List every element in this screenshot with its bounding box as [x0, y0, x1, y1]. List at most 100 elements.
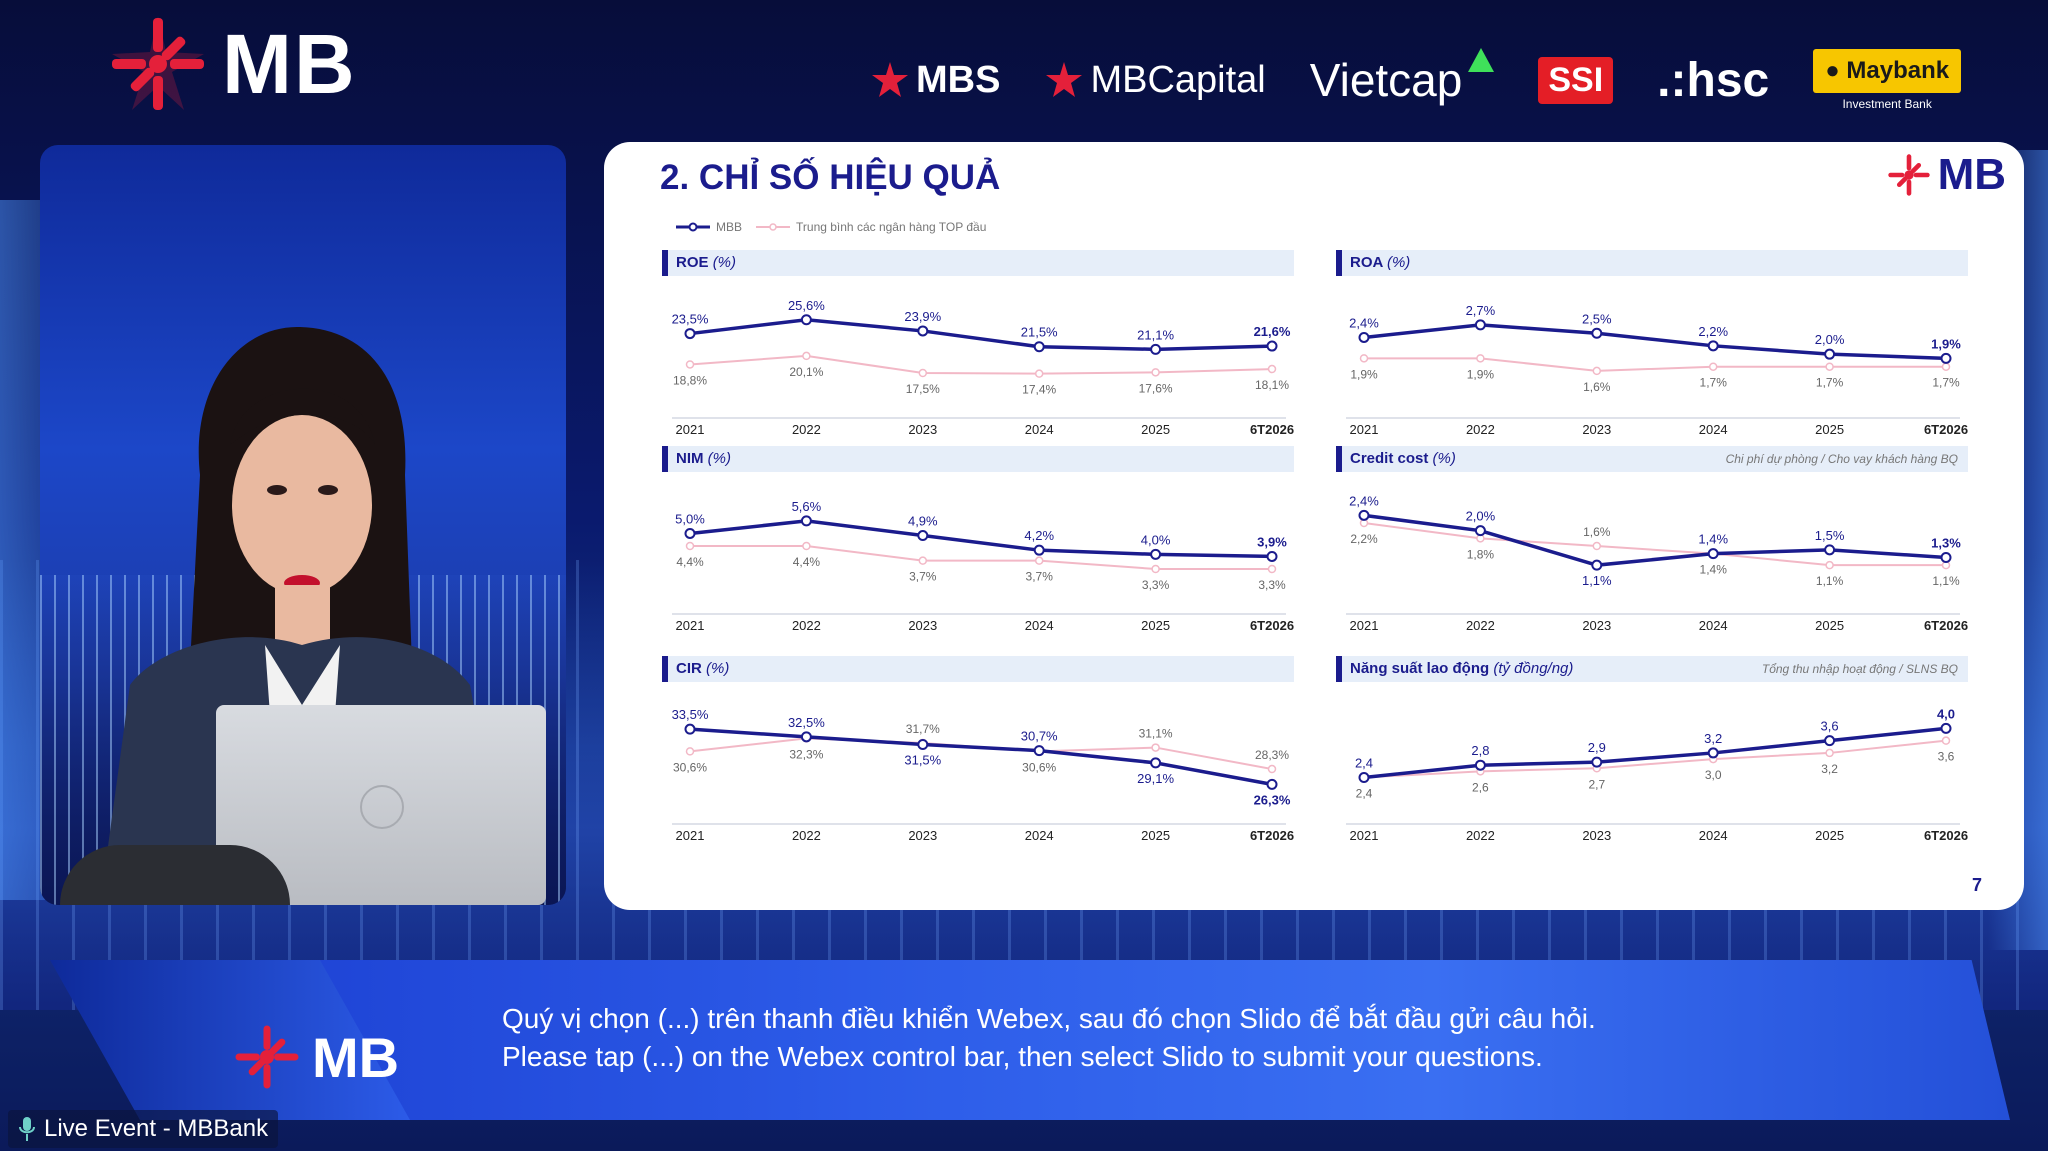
data-label-avg: 1,1% [1816, 574, 1844, 588]
data-label-mbb: 2,0% [1466, 509, 1496, 524]
banner-mb-logo: MB [232, 1022, 399, 1092]
x-tick-label: 2024 [1699, 422, 1728, 437]
data-label-avg: 20,1% [789, 365, 823, 379]
data-point-mbb [1150, 343, 1162, 355]
chart-panel-cir: CIR (%) 2021 2022 2023 2024 2025 6T2026 33,5% 3… [662, 656, 1294, 846]
data-label-avg: 3,7% [909, 570, 937, 584]
chart-header: Năng suất lao động (tỷ đồng/ng) Tổng thu… [1336, 656, 1968, 682]
data-label-mbb: 31,5% [904, 753, 941, 768]
partner-maybank-label: Maybank [1846, 57, 1950, 84]
data-point-avg [685, 747, 695, 756]
series-line-mbb [689, 519, 1273, 559]
data-label-mbb: 1,3% [1931, 536, 1961, 551]
chart-title: ROE (%) [676, 254, 737, 271]
data-point-mbb [1150, 548, 1162, 560]
data-point-mbb [800, 314, 812, 326]
x-tick-label: 6T2026 [1924, 422, 1968, 437]
x-tick-label: 6T2026 [1250, 422, 1294, 437]
mbcapital-star-icon [1046, 62, 1083, 97]
data-point-mbb [1707, 340, 1719, 352]
legend-item-mbb: MBB [676, 220, 742, 234]
x-tick-label: 2023 [1582, 618, 1611, 633]
data-label-avg: 3,6 [1938, 750, 1955, 764]
data-label-mbb: 2,7% [1466, 303, 1496, 318]
data-point-avg [1151, 564, 1160, 574]
partner-ssi-label: SSI [1548, 60, 1604, 99]
data-point-avg [1825, 748, 1834, 758]
data-point-mbb [1707, 747, 1719, 759]
data-label-mbb: 3,6 [1821, 719, 1839, 734]
x-tick-label: 2025 [1141, 828, 1170, 843]
data-point-avg [1476, 354, 1485, 363]
data-label-avg: 28,3% [1255, 748, 1289, 762]
partner-mbs: MBS [870, 59, 1000, 102]
data-label-avg: 1,9% [1467, 367, 1495, 381]
x-tick-label: 2025 [1141, 422, 1170, 437]
top-bar: MB MBS MBCapital Vietcap SSI .:hsc ● May… [0, 0, 2048, 140]
data-label-mbb: 2,8 [1471, 743, 1489, 758]
data-label-avg: 2,6 [1472, 780, 1489, 794]
x-tick-label: 6T2026 [1924, 828, 1968, 843]
data-label-avg: 2,7 [1588, 777, 1605, 791]
chart-title: Năng suất lao động (tỷ đồng/ng) [1350, 660, 1574, 677]
data-point-mbb [1474, 525, 1486, 537]
data-point-mbb [1358, 331, 1370, 343]
data-point-avg [1825, 560, 1834, 570]
live-event-indicator[interactable]: Live Event - MBBank [8, 1110, 279, 1148]
x-tick-label: 2023 [908, 618, 937, 633]
banner-instructions: Quý vị chọn (...) trên thanh điều khiển … [502, 1000, 1596, 1076]
chart-panel-roa: ROA (%) 2021 2022 2023 2024 2025 6T2026 2,4% 1,… [1336, 250, 1968, 440]
series-line-avg [690, 545, 1272, 570]
microphone-icon [19, 1117, 35, 1141]
data-point-mbb [1033, 745, 1045, 757]
data-point-mbb [684, 723, 696, 735]
data-label-mbb: 21,5% [1021, 325, 1058, 340]
x-tick-label: 2025 [1141, 618, 1170, 633]
x-tick-label: 2025 [1815, 828, 1844, 843]
x-tick-label: 2021 [676, 828, 705, 843]
data-point-avg [1592, 541, 1602, 551]
mbs-star-icon [872, 62, 908, 97]
data-label-avg: 1,4% [1700, 563, 1728, 577]
live-event-label: Live Event - MBBank [44, 1115, 269, 1142]
x-tick-label: 2023 [1582, 828, 1611, 843]
credit-cost-chart: 2021 2022 2023 2024 2025 6T2026 2,4% 2,2% 2,0% 1,… [1346, 493, 1968, 633]
mb-star-icon-small [1887, 154, 1930, 196]
data-label-mbb: 4,9% [908, 514, 938, 529]
data-label-mbb: 2,4 [1355, 755, 1373, 770]
data-point-mbb [1940, 352, 1952, 364]
data-point-mbb [1591, 559, 1603, 571]
data-label-avg: 17,4% [1022, 383, 1056, 397]
cir-chart: 2021 2022 2023 2024 2025 6T2026 33,5% 30,6% 32,5… [672, 707, 1294, 843]
chart-panel-nim: NIM (%) 2021 2022 2023 2024 2025 6T2026 5,0% 4,… [662, 446, 1294, 636]
data-label-avg: 18,1% [1255, 378, 1289, 392]
data-label-avg: 3,7% [1026, 570, 1054, 584]
data-point-avg [1267, 564, 1277, 574]
chart-panel-credit-cost: Credit cost (%) Chi phí dự phòng / Cho v… [1336, 446, 1968, 636]
data-label-avg: 3,0 [1705, 768, 1722, 782]
x-tick-label: 2025 [1815, 422, 1844, 437]
data-point-mbb [1474, 759, 1486, 771]
data-point-mbb [800, 515, 812, 527]
data-point-avg [802, 541, 811, 551]
partner-vietcap-label: Vietcap [1309, 54, 1463, 106]
data-point-mbb [684, 328, 696, 340]
data-label-mbb: 2,4% [1349, 493, 1379, 508]
x-tick-label: 2024 [1025, 618, 1054, 633]
x-tick-label: 6T2026 [1250, 828, 1294, 843]
x-tick-label: 2022 [1466, 618, 1495, 633]
x-tick-label: 2025 [1815, 618, 1844, 633]
mb-brand-logo: MB [108, 14, 357, 114]
hp-logo-icon [360, 785, 404, 829]
data-point-avg [1359, 354, 1369, 363]
data-label-avg: 4,4% [793, 555, 821, 569]
data-point-mbb [1033, 544, 1045, 556]
data-label-mbb: 21,6% [1254, 324, 1291, 339]
data-point-avg [685, 541, 695, 551]
series-line-mbb [1363, 513, 1947, 567]
data-label-mbb: 3,2 [1704, 731, 1722, 746]
data-point-mbb [1824, 348, 1836, 360]
data-point-avg [918, 556, 928, 565]
x-tick-label: 2022 [792, 828, 821, 843]
series-line-avg [1364, 357, 1946, 372]
